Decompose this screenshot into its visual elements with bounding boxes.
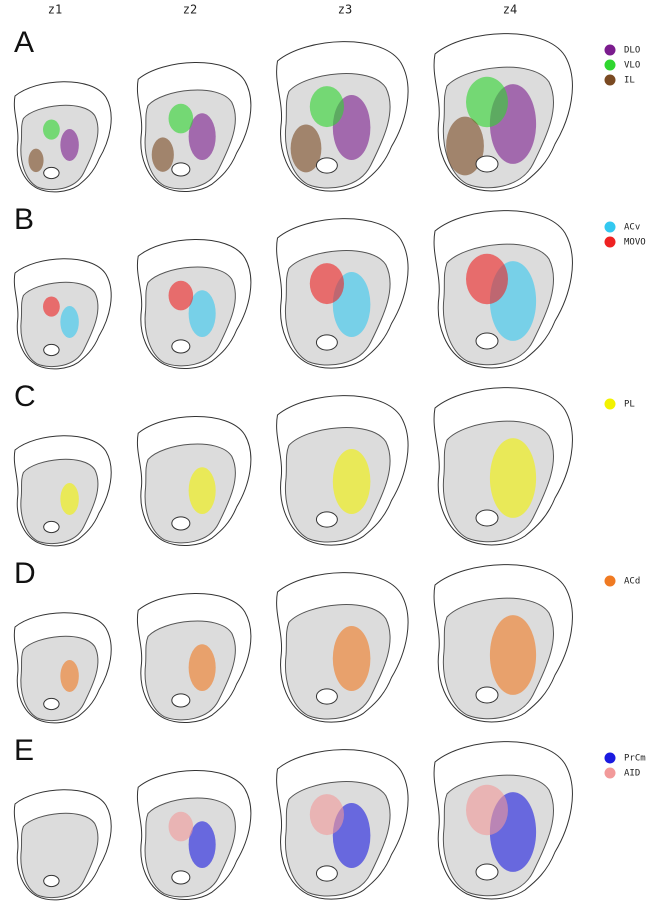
labeled-region — [310, 86, 344, 127]
section-body — [21, 636, 98, 720]
ventricle — [476, 510, 498, 526]
panel-letter: A — [14, 26, 34, 59]
labeled-region — [310, 263, 344, 304]
labeled-region — [60, 306, 78, 338]
brain-section — [14, 613, 111, 723]
figure: z1 z2 z3 z4 A DLO VLO IL B ACv MOVO C PL D ACd E PrCm AID — [0, 0, 657, 907]
page: {"columns": ["z1", "z2", "z3", "z4"], "p… — [0, 0, 657, 907]
legend-swatch — [605, 576, 616, 587]
panel-letter: E — [14, 734, 34, 767]
section-body — [21, 813, 98, 897]
ventricle — [44, 875, 59, 886]
brain-section — [14, 790, 111, 900]
ventricle — [476, 156, 498, 172]
ventricle — [172, 340, 190, 353]
legend-label: ACv — [624, 223, 640, 233]
labeled-region — [189, 467, 216, 514]
brain-section — [277, 396, 408, 545]
legend-swatch — [605, 753, 616, 764]
legend-label: PrCm — [624, 754, 646, 764]
section-body — [21, 105, 98, 189]
brain-section — [277, 573, 408, 722]
section-body — [21, 282, 98, 366]
ventricle — [44, 521, 59, 532]
ventricle — [44, 698, 59, 709]
ventricle — [476, 333, 498, 349]
ventricle — [316, 866, 337, 881]
brain-section — [434, 742, 572, 899]
panel-letter: B — [14, 203, 34, 236]
labeled-region — [466, 785, 508, 835]
brain-section — [434, 34, 572, 191]
brain-section — [14, 436, 111, 546]
panel-letter: D — [14, 557, 36, 590]
column-label: z2 — [183, 3, 197, 17]
brain-section — [277, 219, 408, 368]
ventricle — [172, 517, 190, 530]
ventricle — [172, 694, 190, 707]
labeled-region — [466, 254, 508, 304]
ventricle — [316, 512, 337, 527]
labeled-region — [152, 137, 174, 171]
brain-section — [14, 82, 111, 192]
labeled-region — [490, 615, 536, 695]
brain-section — [434, 565, 572, 722]
legend-label: DLO — [624, 46, 640, 56]
labeled-region — [169, 104, 194, 134]
labeled-region — [28, 149, 43, 173]
legend-label: IL — [624, 76, 635, 86]
legend-label: ACd — [624, 577, 640, 587]
labeled-region — [310, 794, 344, 835]
brain-section — [277, 42, 408, 191]
brain-section — [434, 211, 572, 368]
column-label: z1 — [48, 3, 62, 17]
legend-label: PL — [624, 400, 635, 410]
ventricle — [476, 864, 498, 880]
legend-swatch — [605, 45, 616, 56]
brain-section — [137, 239, 250, 368]
ventricle — [316, 158, 337, 173]
legend-swatch — [605, 399, 616, 410]
legend-swatch — [605, 75, 616, 86]
labeled-region — [490, 438, 536, 518]
labeled-region — [60, 483, 78, 515]
labeled-region — [60, 660, 78, 692]
labeled-region — [189, 644, 216, 691]
labeled-region — [169, 281, 194, 311]
ventricle — [44, 344, 59, 355]
brain-section — [434, 388, 572, 545]
legend-swatch — [605, 237, 616, 248]
brain-section — [277, 750, 408, 899]
ventricle — [172, 871, 190, 884]
labeled-region — [43, 297, 60, 317]
panel-letter: C — [14, 380, 36, 413]
labeled-region — [60, 129, 78, 161]
labeled-region — [333, 626, 371, 691]
labeled-region — [43, 120, 60, 140]
legend-label: VLO — [624, 61, 640, 71]
legend-swatch — [605, 60, 616, 71]
column-label: z4 — [503, 3, 517, 17]
labeled-region — [333, 449, 371, 514]
brain-section — [137, 593, 250, 722]
legend-swatch — [605, 768, 616, 779]
labeled-region — [169, 812, 194, 842]
ventricle — [476, 687, 498, 703]
brain-section — [137, 62, 250, 191]
column-label: z3 — [338, 3, 352, 17]
brain-section — [14, 259, 111, 369]
ventricle — [172, 163, 190, 176]
legend-swatch — [605, 222, 616, 233]
ventricle — [44, 167, 59, 178]
brain-section — [137, 770, 250, 899]
ventricle — [316, 335, 337, 350]
legend-label: MOVO — [624, 238, 646, 248]
section-body — [21, 459, 98, 543]
brain-section — [137, 416, 250, 545]
legend-label: AID — [624, 769, 640, 779]
ventricle — [316, 689, 337, 704]
